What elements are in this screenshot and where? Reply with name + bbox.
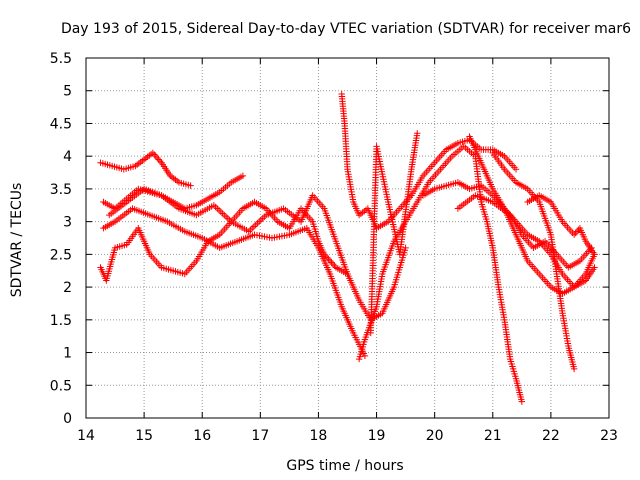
- series-track-a: [97, 149, 194, 189]
- plot-area: [97, 90, 598, 405]
- y-axis-label: SDTVAR / TECUs: [9, 183, 25, 298]
- y-tick-label: 2: [63, 280, 72, 296]
- data-point: [573, 228, 581, 235]
- series-track-j: [466, 133, 598, 297]
- data-point: [588, 244, 595, 252]
- x-tick-label: 16: [193, 428, 211, 444]
- data-point: [151, 151, 158, 158]
- x-tick-label: 23: [600, 428, 618, 444]
- data-point: [361, 352, 369, 360]
- y-tick-label: 1.5: [50, 313, 72, 329]
- data-point: [323, 254, 331, 261]
- x-tick-label: 20: [426, 428, 444, 444]
- plot-frame: [85, 57, 610, 419]
- x-axis: 14 15 16 17 18 19 20 21 22 23: [77, 58, 618, 444]
- x-tick-label: 19: [368, 428, 386, 444]
- y-tick-label: 5.5: [50, 51, 72, 67]
- data-point: [329, 260, 337, 268]
- data-point: [153, 154, 161, 162]
- x-tick-label: 22: [542, 428, 560, 444]
- data-point: [325, 256, 332, 263]
- series-track-h: [367, 130, 421, 337]
- series-track-k: [489, 149, 578, 373]
- x-axis-label: GPS time / hours: [286, 458, 403, 474]
- y-tick-label: 4: [63, 149, 72, 165]
- y-tick-label: 3.5: [50, 182, 72, 198]
- x-tick-label: 14: [77, 428, 95, 444]
- data-point: [155, 156, 162, 163]
- data-point: [591, 251, 598, 258]
- series-track-d: [100, 205, 369, 360]
- y-tick-label: 3: [63, 215, 72, 231]
- y-tick-label: 0: [63, 411, 72, 427]
- x-tick-label: 15: [135, 428, 153, 444]
- data-point: [187, 182, 194, 189]
- y-tick-label: 4.5: [50, 116, 72, 132]
- y-tick-label: 5: [63, 84, 72, 100]
- chart-title: Day 193 of 2015, Sidereal Day-to-day VTE…: [61, 21, 631, 37]
- y-tick-label: 2.5: [50, 247, 72, 263]
- data-point: [570, 365, 578, 373]
- y-tick-label: 0.5: [50, 378, 72, 394]
- data-point: [402, 244, 409, 252]
- data-point: [512, 166, 520, 173]
- y-axis: 0 0.5 1 1.5 2 2.5 3 3.5 4 4.5 5 5.5: [50, 51, 609, 427]
- series-track-f: [338, 90, 520, 232]
- y-tick-label: 1: [63, 346, 72, 362]
- data-point: [591, 264, 598, 271]
- data-point: [414, 130, 421, 137]
- x-tick-label: 17: [251, 428, 269, 444]
- x-tick-label: 21: [484, 428, 502, 444]
- series-track-l: [524, 192, 598, 258]
- x-tick-label: 18: [310, 428, 328, 444]
- series-track-g: [355, 143, 526, 405]
- data-point: [239, 172, 247, 180]
- series-track-m: [454, 192, 595, 271]
- data-point: [518, 398, 526, 405]
